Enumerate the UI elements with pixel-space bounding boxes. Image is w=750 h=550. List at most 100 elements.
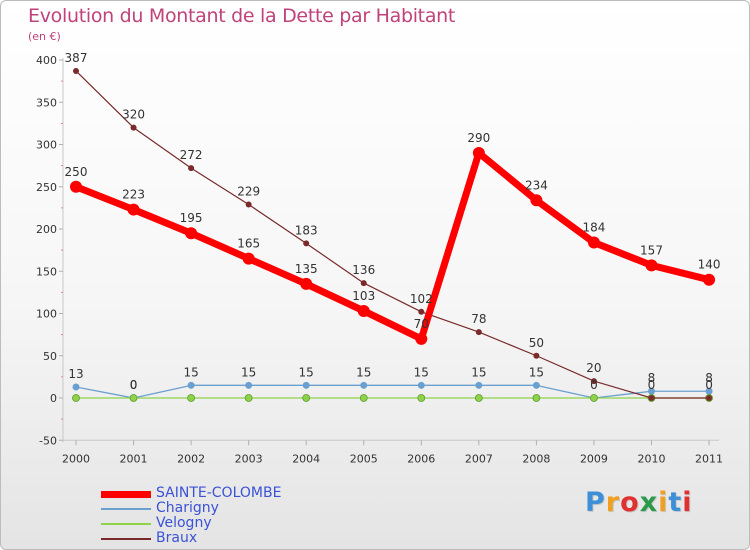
data-label-sainte-colombe: 157: [640, 243, 663, 257]
data-label-sainte-colombe: 140: [698, 258, 721, 272]
data-label-charigny: 0: [590, 378, 598, 392]
x-tick-label: 2003: [235, 452, 263, 465]
data-point-velogny: [474, 394, 483, 402]
x-tick-label: 2004: [292, 452, 320, 465]
data-point-velogny: [187, 394, 196, 402]
data-point-braux: [706, 395, 713, 401]
data-label-braux: 183: [295, 223, 318, 237]
data-label-sainte-colombe: 70: [414, 317, 429, 331]
data-label-charigny: 15: [414, 365, 429, 379]
logo-letter: i: [658, 487, 669, 518]
x-tick-label: 2005: [350, 452, 378, 465]
data-label-velogny: 0: [648, 378, 656, 392]
data-point-braux: [648, 395, 655, 401]
legend-label: Charigny: [156, 500, 219, 516]
y-tick-label: 100: [36, 308, 57, 321]
data-point-sainte-colombe: [587, 236, 600, 249]
x-tick-label: 2006: [407, 452, 435, 465]
data-point-sainte-colombe: [415, 332, 428, 345]
data-point-braux: [360, 280, 367, 287]
data-label-braux: 102: [410, 292, 433, 306]
data-label-braux: 320: [122, 108, 145, 122]
proxiti-logo: Proxiti: [585, 487, 693, 518]
legend-label: Velogny: [156, 515, 212, 531]
data-label-charigny: 15: [299, 365, 314, 379]
x-tick-label: 2008: [522, 452, 550, 465]
x-tick-label: 2002: [177, 452, 205, 465]
data-point-charigny: [72, 383, 80, 391]
series-line-charigny: [75, 384, 710, 399]
y-tick-label: 150: [36, 265, 57, 278]
logo-letter: r: [605, 487, 621, 518]
data-label-braux: 20: [586, 361, 601, 375]
data-point-braux: [590, 378, 597, 385]
data-point-velogny: [129, 394, 138, 402]
data-point-charigny: [187, 381, 195, 389]
legend-swatch: [101, 523, 151, 525]
x-tick-label: 2000: [62, 452, 90, 465]
data-label-charigny: 13: [68, 367, 83, 381]
data-point-charigny: [532, 381, 540, 389]
data-point-velogny: [302, 394, 311, 402]
data-point-velogny: [590, 394, 598, 402]
data-label-charigny: 15: [241, 365, 256, 379]
data-point-charigny: [245, 381, 253, 389]
data-point-sainte-colombe: [472, 146, 485, 159]
logo-letter: i: [682, 487, 693, 518]
data-point-braux: [73, 67, 79, 74]
data-label-braux: 229: [237, 184, 260, 198]
data-label-braux: 50: [529, 336, 544, 350]
y-tick-label: -50: [39, 434, 57, 447]
data-point-charigny: [705, 387, 713, 395]
y-tick-label: 250: [36, 181, 57, 194]
y-tick-label: 300: [36, 139, 57, 152]
y-tick-label: 400: [36, 54, 57, 67]
data-point-braux: [475, 329, 482, 336]
data-label-velogny: 0: [130, 378, 138, 392]
data-point-charigny: [648, 387, 655, 395]
data-point-velogny: [359, 394, 368, 402]
data-label-braux: 387: [65, 51, 88, 65]
data-point-velogny: [532, 394, 541, 402]
data-label-charigny: 15: [471, 365, 486, 379]
data-point-velogny: [244, 394, 253, 402]
chart-subtitle: (en €): [28, 30, 61, 43]
legend-label: Braux: [156, 530, 198, 546]
data-point-sainte-colombe: [127, 203, 140, 216]
legend-swatch: [101, 490, 151, 498]
x-tick-label: 2011: [695, 452, 723, 465]
data-label-braux: 272: [180, 148, 203, 162]
x-tick-label: 2009: [580, 452, 608, 465]
data-point-sainte-colombe: [703, 273, 716, 286]
data-label-charigny: 8: [705, 371, 713, 385]
data-point-sainte-colombe: [300, 277, 313, 290]
series-line-sainte-colombe: [72, 149, 713, 343]
data-point-sainte-colombe: [242, 252, 255, 265]
legend-label: SAINTE-COLOMBE: [156, 485, 282, 501]
data-point-braux: [188, 165, 195, 172]
data-point-sainte-colombe: [357, 304, 370, 317]
data-point-charigny: [360, 381, 368, 389]
data-label-sainte-colombe: 250: [65, 165, 88, 179]
x-tick-label: 2007: [465, 452, 493, 465]
y-tick-label: 200: [36, 223, 57, 236]
x-tick-label: 2001: [120, 452, 148, 465]
data-label-sainte-colombe: 184: [582, 221, 605, 235]
logo-letter: x: [639, 487, 659, 518]
data-point-braux: [130, 124, 137, 131]
y-tick-label: 0: [50, 392, 57, 405]
data-label-sainte-colombe: 165: [237, 237, 260, 251]
data-label-sainte-colombe: 103: [352, 289, 375, 303]
data-point-charigny: [302, 381, 310, 389]
data-point-charigny: [417, 381, 425, 389]
logo-letter: o: [620, 487, 640, 518]
data-point-charigny: [475, 381, 483, 389]
data-label-charigny: 15: [183, 365, 198, 379]
data-label-charigny: 8: [648, 371, 656, 385]
data-point-braux: [245, 201, 252, 208]
series-line-braux: [75, 70, 710, 399]
data-label-sainte-colombe: 223: [122, 188, 145, 202]
data-label-velogny: 0: [705, 378, 713, 392]
